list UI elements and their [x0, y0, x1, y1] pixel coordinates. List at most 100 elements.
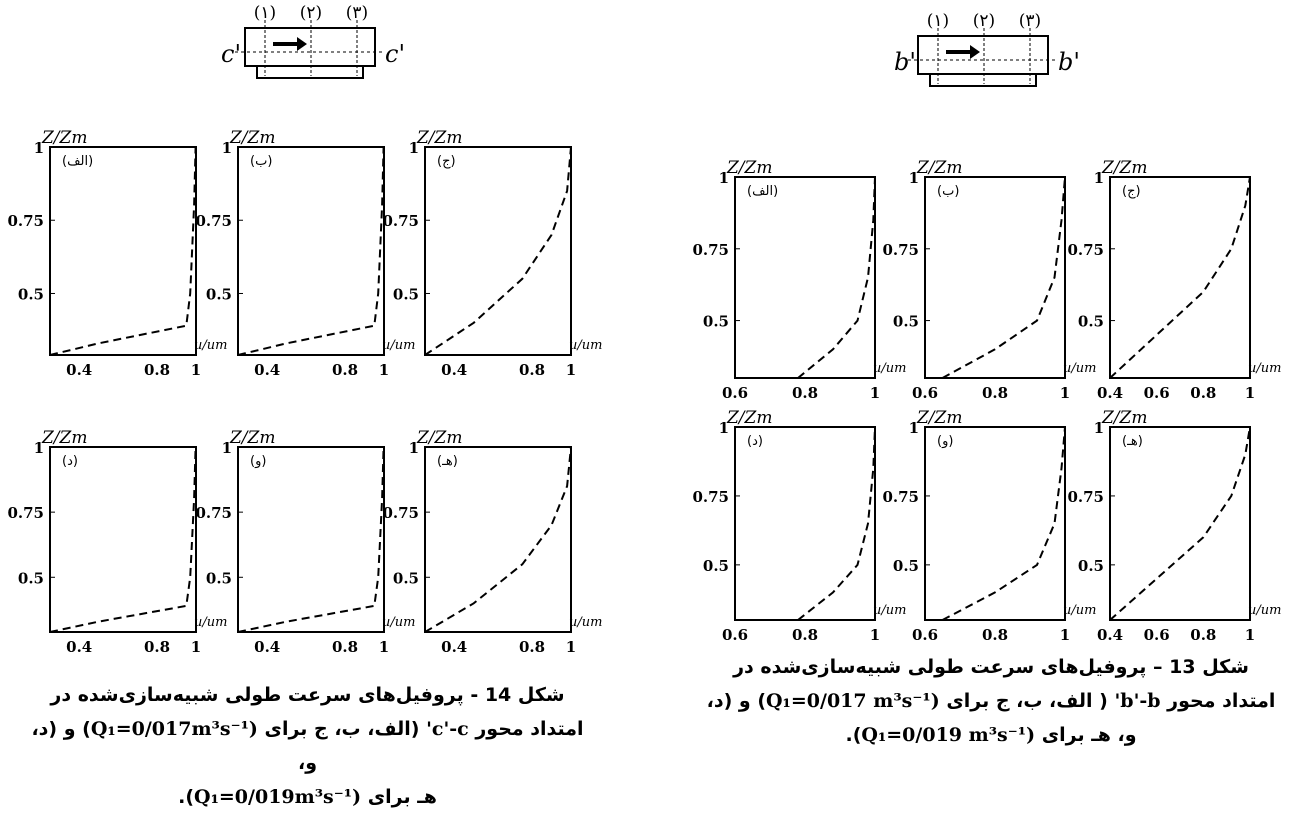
- profile-panel: Z/Zm u/um (هـ) 1 0.75 0.5 0.4 0.8 1: [382, 428, 602, 656]
- y-tick-label: 0.5: [18, 285, 44, 303]
- x-tick-label: 0.4: [441, 361, 467, 379]
- y-tick-label: 0.5: [393, 569, 419, 587]
- panel-label: (هـ): [437, 454, 458, 469]
- panel-label: (ج): [437, 154, 456, 169]
- panel-label: (ب): [250, 154, 272, 169]
- y-tick-label: 1: [34, 439, 44, 457]
- x-axis-label: u/um: [194, 615, 227, 630]
- plot-frame: [237, 446, 385, 633]
- x-tick-label: 0.8: [982, 384, 1008, 402]
- channel-schematic: (۱) (۲) (۳) b' b': [894, 11, 1080, 87]
- figure-14-caption: شکل 14 - پروفیل‌های سرعت طولی شبیه‌سازی‌…: [20, 678, 595, 814]
- y-tick-label: 0.75: [1067, 488, 1104, 506]
- y-axis-label: Z/Zm: [916, 158, 962, 178]
- x-tick-label: 1: [191, 361, 201, 379]
- x-tick-label: 0.6: [1144, 626, 1170, 644]
- y-tick-label: 1: [1094, 419, 1104, 437]
- velocity-profile-line: [424, 446, 572, 633]
- section-label: (۱): [927, 11, 949, 31]
- y-tick-label: 1: [909, 169, 919, 187]
- x-axis-label: u/um: [382, 615, 415, 630]
- x-tick-label: 1: [870, 626, 880, 644]
- x-tick-label: 0.8: [332, 638, 358, 656]
- x-tick-label: 0.8: [144, 361, 170, 379]
- velocity-profile-line: [424, 146, 572, 356]
- caption-line-1: شکل 13 – پروفیل‌های سرعت طولی شبیه‌سازی‌…: [733, 656, 1249, 678]
- y-tick-label: 0.5: [18, 569, 44, 587]
- profile-panel: Z/Zm u/um (ب) 1 0.75 0.5 0.4 0.8 1: [195, 128, 415, 379]
- y-tick-label: 0.5: [893, 557, 919, 575]
- velocity-profile-line: [797, 176, 876, 379]
- plot-frame: [1109, 176, 1251, 379]
- x-tick-label: 0.4: [1097, 626, 1123, 644]
- x-tick-label: 0.8: [982, 626, 1008, 644]
- axis-name: c'-c': [426, 718, 469, 740]
- plot-frame: [424, 446, 572, 633]
- y-tick-label: 1: [222, 439, 232, 457]
- profile-panel: Z/Zm u/um (الف) 1 0.75 0.5 0.6 0.8 1: [692, 158, 906, 402]
- panel-label: (د): [62, 454, 78, 469]
- axis-label-right: c': [385, 40, 405, 68]
- section-label: (۳): [346, 3, 368, 23]
- y-axis-label: Z/Zm: [726, 158, 772, 178]
- x-axis-label: u/um: [1248, 361, 1281, 376]
- x-axis-label: u/um: [1063, 361, 1096, 376]
- x-tick-label: 0.8: [519, 638, 545, 656]
- y-tick-label: 0.75: [882, 488, 919, 506]
- x-tick-label: 0.6: [912, 626, 938, 644]
- y-axis-label: Z/Zm: [1101, 158, 1147, 178]
- caption-line-3: و، هـ برای (Q₁=0/019 m³s⁻¹).: [845, 724, 1137, 746]
- y-tick-label: 1: [34, 139, 44, 157]
- y-tick-label: 0.5: [893, 313, 919, 331]
- plot-frame: [49, 446, 197, 633]
- velocity-profile-line: [237, 146, 385, 356]
- x-tick-label: 0.6: [1144, 384, 1170, 402]
- y-axis-label: Z/Zm: [726, 408, 772, 428]
- panel-label: (و): [937, 434, 953, 449]
- y-axis-label: Z/Zm: [416, 128, 462, 148]
- profile-panel: Z/Zm u/um (الف) 1 0.75 0.5 0.4 0.8 1: [7, 128, 227, 379]
- y-tick-label: 0.75: [7, 212, 44, 230]
- section-label: (۳): [1019, 11, 1041, 31]
- y-tick-label: 0.5: [393, 285, 419, 303]
- y-tick-label: 0.5: [206, 569, 232, 587]
- x-axis-label: u/um: [1248, 603, 1281, 618]
- plot-frame: [924, 176, 1066, 379]
- velocity-profile-line: [797, 426, 876, 621]
- profile-panel: Z/Zm u/um (هـ) 1 0.75 0.5 0.4 0.6 0.8 1: [1067, 408, 1281, 644]
- channel-lower-bed: [929, 73, 1037, 87]
- flow-arrow-icon: [273, 37, 307, 51]
- caption-line-1: شکل 14 - پروفیل‌های سرعت طولی شبیه‌سازی‌…: [50, 684, 565, 706]
- x-axis-label: u/um: [382, 338, 415, 353]
- x-tick-label: 0.4: [66, 638, 92, 656]
- profile-panel: Z/Zm u/um (ب) 1 0.75 0.5 0.6 0.8 1: [882, 158, 1096, 402]
- plot-frame: [1109, 426, 1251, 621]
- velocity-profile-line: [1109, 426, 1251, 621]
- y-axis-label: Z/Zm: [916, 408, 962, 428]
- y-tick-label: 1: [719, 419, 729, 437]
- axis-name: b'-b': [1114, 690, 1161, 712]
- y-tick-label: 0.5: [206, 285, 232, 303]
- x-tick-label: 0.4: [441, 638, 467, 656]
- x-tick-label: 1: [1245, 626, 1255, 644]
- y-axis-label: Z/Zm: [229, 428, 275, 448]
- x-axis-label: u/um: [569, 615, 602, 630]
- x-tick-label: 0.4: [1097, 384, 1123, 402]
- profile-panel: Z/Zm u/um (و) 1 0.75 0.5 0.6 0.8 1: [882, 408, 1096, 644]
- section-label: (۲): [973, 11, 995, 31]
- flow-arrow-icon: [946, 45, 980, 59]
- y-tick-label: 0.75: [7, 504, 44, 522]
- profile-panel: Z/Zm u/um (ج) 1 0.75 0.5 0.4 0.6 0.8 1: [1067, 158, 1281, 402]
- x-tick-label: 1: [1245, 384, 1255, 402]
- velocity-profile-line: [1109, 176, 1251, 379]
- y-tick-label: 0.75: [692, 488, 729, 506]
- y-axis-label: Z/Zm: [1101, 408, 1147, 428]
- x-tick-label: 0.4: [254, 638, 280, 656]
- y-tick-label: 1: [222, 139, 232, 157]
- y-tick-label: 1: [1094, 169, 1104, 187]
- x-axis-label: u/um: [873, 361, 906, 376]
- x-tick-label: 0.4: [254, 361, 280, 379]
- velocity-profile-line: [49, 446, 197, 633]
- x-tick-label: 1: [191, 638, 201, 656]
- axis-label-left: b': [894, 48, 916, 76]
